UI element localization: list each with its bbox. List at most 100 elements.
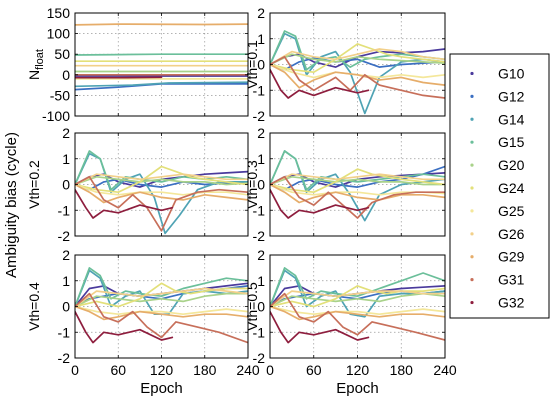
panel-xlabel: Epoch [336,380,379,397]
series-line-g24 [270,168,445,194]
y-tick-label: 2 [257,5,265,21]
y-tick-label: 2 [257,125,265,141]
series-group [75,23,248,91]
y-tick-label: -2 [58,228,71,244]
series-group [75,150,248,235]
legend-label: G10 [498,65,525,81]
series-line-g20 [270,53,445,66]
legend: G10 G12 G14 G15 G20 G24 G25 G26 G29 G31 G32 [449,53,550,319]
legend-label: G12 [498,88,525,104]
legend-marker [470,278,474,282]
y-tick-label: -1 [58,202,71,218]
legend-entry-g29: G29 [470,249,525,265]
legend-marker [470,140,474,144]
legend-marker [470,186,474,190]
series-line-g20 [270,292,445,308]
panel-3: -2 -1 0 1 2 Vth=0.2 [26,125,249,244]
figure-ylabel: Ambiguity bias (cycle) [3,132,20,278]
series-line-g15 [270,30,445,71]
x-tick-label: 0 [71,362,79,378]
series-line-g31 [75,292,248,344]
y-tick-label: -2 [253,108,266,124]
y-tick-label: 0 [62,299,70,315]
series-group [75,267,248,344]
legend-entry-g26: G26 [470,226,525,242]
y-tick-label: 100 [47,26,71,42]
x-tick-label: 180 [390,362,414,378]
y-tick-label: 0 [257,177,265,193]
series-line-g14 [75,81,248,88]
legend-marker [470,163,474,167]
series-line-g20 [270,175,445,186]
x-tick-label: 240 [236,362,260,378]
y-tick-label: 1 [257,273,265,289]
x-tick-label: 240 [433,362,457,378]
series-line-g32 [270,68,370,99]
panel-5: 0 60 120 180 240 -2 -1 0 1 2 Vth=0.4 Epoch [26,247,260,397]
y-tick-label: -1 [253,324,266,340]
series-line-g14 [270,269,445,318]
series-line-g10 [270,48,445,68]
legend-label: G15 [498,134,525,150]
series-line-g12 [75,83,248,91]
y-tick-label: -1 [253,202,266,218]
y-tick-label: 1 [257,31,265,47]
legend-entry-g14: G14 [470,111,525,127]
legend-box [449,53,550,319]
y-tick-label: -50 [50,87,70,103]
y-tick-label: 0 [62,67,70,83]
y-tick-label: 2 [62,247,70,263]
series-line-g10 [75,170,248,188]
series-line-g15 [75,53,248,56]
series-line-g26 [270,48,445,66]
series-line-g12 [270,57,445,71]
legend-label: G31 [498,272,525,288]
plot-area [75,255,248,358]
legend-marker [470,71,474,76]
panel-ylabel-subscript: float [34,49,46,70]
x-tick-label: 120 [346,362,370,378]
series-line-g29 [75,305,248,321]
x-tick-label: 60 [110,362,126,378]
plot-area [75,13,248,116]
y-tick-label: 1 [62,273,70,289]
y-tick-label: -1 [253,82,266,98]
series-line-g32 [270,188,370,219]
legend-marker [470,255,474,259]
series-line-g29 [270,305,445,321]
legend-marker [470,300,474,305]
series-group [270,267,445,344]
legend-label: G25 [498,203,525,219]
y-tick-label: 1 [257,151,265,167]
series-line-g29 [75,183,248,204]
legend-label: G32 [498,295,525,311]
legend-entry-g31: G31 [470,272,525,288]
legend-marker [470,209,474,213]
series-line-g26 [270,290,445,308]
y-tick-label: -1 [58,324,71,340]
series-line-g29 [75,23,248,26]
y-tick-label: 0 [257,299,265,315]
series-line-g15 [270,267,445,308]
x-tick-label: 0 [266,362,274,378]
series-line-g26 [75,173,248,186]
series-line-g20 [75,292,248,308]
panel-ylabel: Vth=0.4 [26,282,42,331]
legend-label: G26 [498,226,525,242]
legend-entry-g20: G20 [470,157,525,173]
legend-entry-g12: G12 [470,88,525,104]
panel-xlabel: Epoch [140,380,183,397]
legend-label: G20 [498,157,525,173]
x-tick-label: 120 [150,362,174,378]
legend-label: G24 [498,180,525,196]
series-line-g15 [75,267,248,308]
y-tick-label: 2 [62,125,70,141]
series-line-g29 [270,63,445,89]
x-tick-label: 180 [193,362,217,378]
series-line-g25 [75,305,248,316]
series-group [270,30,445,115]
legend-entry-g32: G32 [470,295,525,311]
panel-6: 0 60 120 180 240 -2 -1 0 1 2 Vth=0.5 Epoch [244,247,457,397]
